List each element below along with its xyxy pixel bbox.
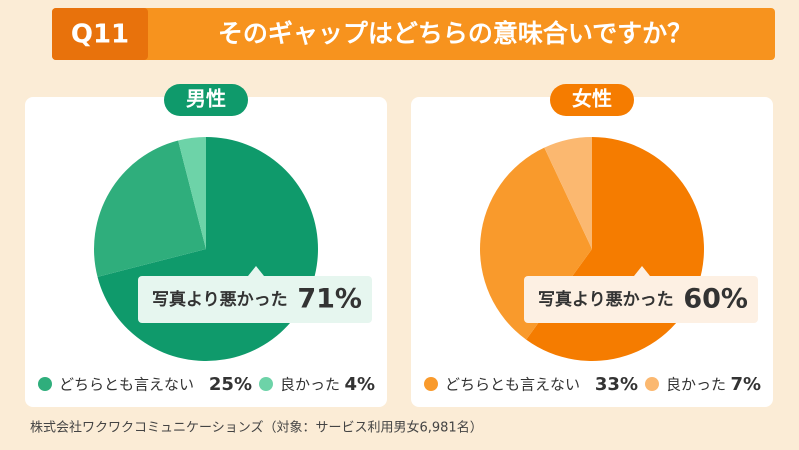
pie-slice: [544, 137, 592, 249]
pill: [550, 84, 634, 116]
callout-pointer: [634, 266, 650, 276]
pill: [164, 84, 248, 116]
legend-label: どちらとも言えない: [59, 376, 194, 394]
pie-title: 女性: [572, 87, 612, 111]
legend-swatch: [645, 377, 659, 391]
legend-label: 良かった: [280, 376, 340, 394]
callout-pointer: [248, 266, 264, 276]
header-title: そのギャップはどちらの意味合いですか？: [218, 19, 692, 48]
header-label: Q11: [71, 20, 129, 50]
legend-value: 33%: [595, 374, 638, 395]
callout-value: 60%: [683, 284, 748, 315]
legend-label: どちらとも言えない: [445, 376, 580, 394]
callout: [524, 276, 758, 323]
pie-slice: [94, 140, 206, 277]
footnote: 株式会社ワクワクコミュニケーションズ（対象：サービス利用男女6,981名）: [30, 420, 483, 436]
legend-label: 良かった: [666, 376, 726, 394]
legend-swatch: [38, 377, 52, 391]
callout-value: 71%: [297, 284, 362, 315]
callout-label: 写真より悪かった: [538, 289, 674, 310]
legend-value: 4%: [344, 374, 375, 395]
pie-slice: [178, 137, 206, 249]
callout-label: 写真より悪かった: [152, 289, 288, 310]
pie-slice: [480, 147, 592, 340]
header-bar: [52, 8, 775, 60]
callout: [138, 276, 372, 323]
legend-swatch: [259, 377, 273, 391]
header-label-box: [52, 8, 148, 60]
legend-value: 25%: [209, 374, 252, 395]
pie-title: 男性: [186, 87, 226, 111]
legend-value: 7%: [730, 374, 761, 395]
legend-swatch: [424, 377, 438, 391]
